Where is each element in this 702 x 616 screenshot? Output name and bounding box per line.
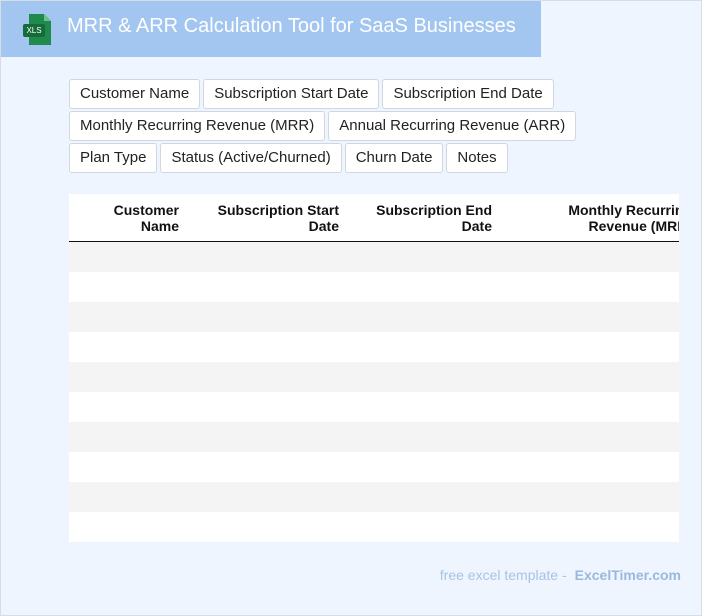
table-body — [69, 242, 679, 542]
field-chip[interactable]: Annual Recurring Revenue (ARR) — [328, 111, 577, 141]
field-chip[interactable]: Customer Name — [69, 79, 201, 109]
table-row — [69, 362, 679, 392]
footer-brand[interactable]: ExcelTimer.com — [574, 567, 681, 583]
field-chip[interactable]: Subscription Start Date — [203, 79, 380, 109]
table-row — [69, 392, 679, 422]
table-row — [69, 512, 679, 542]
table-row — [69, 452, 679, 482]
table-row — [69, 422, 679, 452]
table-header: Customer Name Subscription Start Date Subs… — [69, 194, 679, 242]
field-chip[interactable]: Notes — [446, 143, 508, 173]
field-chip[interactable]: Monthly Recurring Revenue (MRR) — [69, 111, 326, 141]
table-row — [69, 332, 679, 362]
field-chip[interactable]: Churn Date — [344, 143, 444, 173]
footer-text: free excel template - — [439, 567, 567, 583]
column-header: Subscription End Date — [376, 202, 492, 234]
column-header: Monthly Recurring Revenue (MRR) — [568, 202, 679, 234]
page-title: MRR & ARR Calculation Tool for SaaS Busi… — [67, 15, 516, 37]
icon-label: XLS — [26, 26, 42, 35]
table: Customer Name Subscription Start Date Subs… — [69, 194, 679, 542]
table-row — [69, 302, 679, 332]
field-chip[interactable]: Subscription End Date — [382, 79, 554, 109]
header-bar: XLS MRR & ARR Calculation Tool for SaaS … — [1, 1, 541, 57]
table-row — [69, 482, 679, 512]
xls-icon — [23, 14, 51, 45]
table-row — [69, 242, 679, 272]
field-chip[interactable]: Plan Type — [69, 143, 158, 173]
footer: free excel template - ExcelTimer.com — [440, 567, 681, 583]
field-list: Customer Name Subscription Start Date Subs… — [69, 79, 661, 173]
column-header: Customer Name — [113, 202, 179, 234]
field-chip[interactable]: Status (Active/Churned) — [160, 143, 342, 173]
column-header: Subscription Start Date — [217, 202, 339, 234]
table-row — [69, 272, 679, 302]
